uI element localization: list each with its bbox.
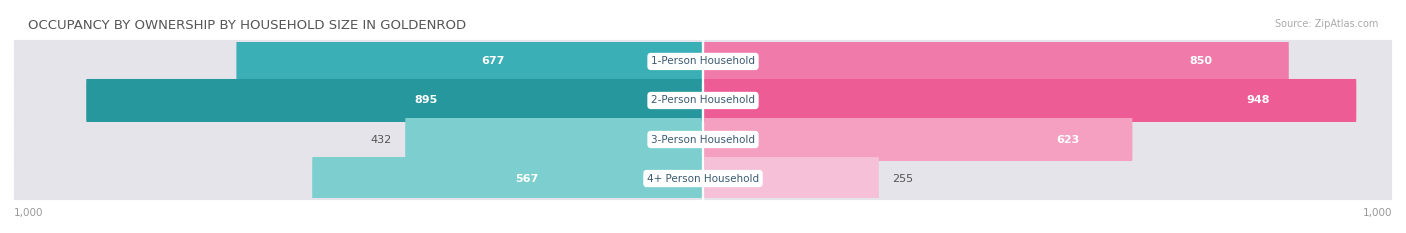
- FancyBboxPatch shape: [704, 157, 879, 200]
- FancyBboxPatch shape: [86, 79, 702, 122]
- FancyBboxPatch shape: [704, 79, 1392, 122]
- FancyBboxPatch shape: [14, 118, 702, 161]
- Text: 850: 850: [1189, 56, 1212, 66]
- FancyBboxPatch shape: [14, 40, 702, 83]
- FancyBboxPatch shape: [14, 157, 702, 200]
- FancyBboxPatch shape: [14, 79, 702, 122]
- Text: 3-Person Household: 3-Person Household: [651, 134, 755, 144]
- Text: 4+ Person Household: 4+ Person Household: [647, 174, 759, 184]
- Text: Source: ZipAtlas.com: Source: ZipAtlas.com: [1274, 19, 1378, 29]
- Text: 677: 677: [481, 56, 505, 66]
- FancyBboxPatch shape: [704, 79, 1357, 122]
- Text: OCCUPANCY BY OWNERSHIP BY HOUSEHOLD SIZE IN GOLDENROD: OCCUPANCY BY OWNERSHIP BY HOUSEHOLD SIZE…: [28, 19, 467, 32]
- FancyBboxPatch shape: [704, 118, 1132, 161]
- Text: 623: 623: [1056, 134, 1080, 144]
- Text: 948: 948: [1246, 96, 1270, 106]
- FancyBboxPatch shape: [704, 40, 1289, 83]
- Text: 895: 895: [413, 96, 437, 106]
- Text: 1-Person Household: 1-Person Household: [651, 56, 755, 66]
- Text: 2-Person Household: 2-Person Household: [651, 96, 755, 106]
- Text: 255: 255: [893, 174, 914, 184]
- FancyBboxPatch shape: [236, 40, 702, 83]
- FancyBboxPatch shape: [704, 40, 1392, 83]
- Text: 1,000: 1,000: [14, 208, 44, 218]
- Text: 567: 567: [516, 174, 538, 184]
- Text: 432: 432: [370, 134, 392, 144]
- FancyBboxPatch shape: [704, 118, 1392, 161]
- FancyBboxPatch shape: [405, 118, 702, 161]
- Text: 1,000: 1,000: [1362, 208, 1392, 218]
- FancyBboxPatch shape: [704, 157, 1392, 200]
- FancyBboxPatch shape: [312, 157, 702, 200]
